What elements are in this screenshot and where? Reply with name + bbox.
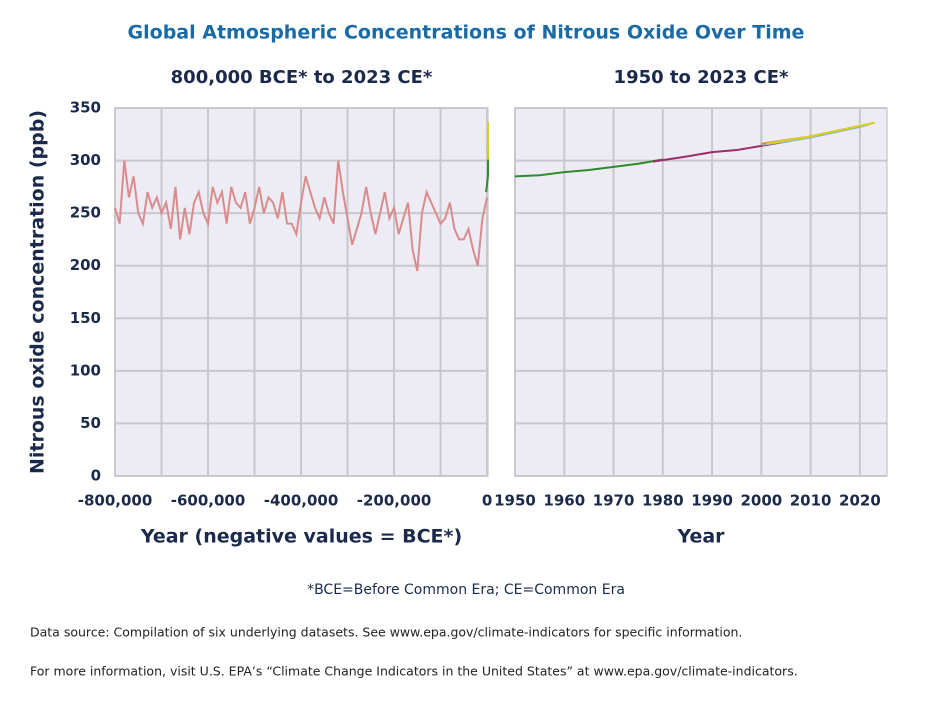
- y-tick-label: 300: [70, 151, 101, 169]
- footnote: *BCE=Before Common Era; CE=Common Era: [307, 582, 625, 598]
- x-tick-label: 2010: [790, 492, 832, 510]
- data-line: [514, 158, 663, 178]
- panel-title: 1950 to 2023 CE*: [614, 67, 789, 88]
- x-tick-label: 2020: [839, 492, 881, 510]
- y-tick-label: 200: [70, 256, 101, 274]
- x-tick-label: 1990: [691, 492, 733, 510]
- y-axis-label: Nitrous oxide concentration (ppb): [27, 110, 49, 474]
- y-tick-label: 150: [70, 309, 101, 327]
- x-tick-label: 1970: [593, 492, 635, 510]
- y-tick-label: 0: [91, 467, 101, 485]
- data-line: [766, 121, 875, 145]
- x-tick-label: 2000: [740, 492, 782, 510]
- info-note: For more information, visit U.S. EPA’s “…: [30, 664, 798, 679]
- y-tick-label: 250: [70, 204, 101, 222]
- x-tick-label: -200,000: [357, 492, 432, 510]
- x-axis-label: Year (negative values = BCE*): [140, 526, 462, 548]
- source-note: Data source: Compilation of six underlyi…: [30, 625, 742, 640]
- chart-title: Global Atmospheric Concentrations of Nit…: [128, 22, 805, 44]
- y-tick-label: 350: [70, 99, 101, 117]
- panel-title: 800,000 BCE* to 2023 CE*: [171, 67, 433, 88]
- x-tick-label: -400,000: [264, 492, 339, 510]
- y-tick-label: 100: [70, 361, 101, 379]
- x-tick-label: 1980: [642, 492, 684, 510]
- x-tick-label: -600,000: [171, 492, 246, 510]
- plot-area: [514, 107, 888, 477]
- y-tick-label: 50: [80, 414, 101, 432]
- x-tick-label: 1960: [543, 492, 585, 510]
- x-tick-label: 1950: [494, 492, 536, 510]
- x-axis-label: Year: [676, 526, 725, 548]
- x-tick-label: -800,000: [78, 492, 153, 510]
- x-tick-label: 0: [482, 492, 492, 510]
- data-line: [114, 160, 489, 272]
